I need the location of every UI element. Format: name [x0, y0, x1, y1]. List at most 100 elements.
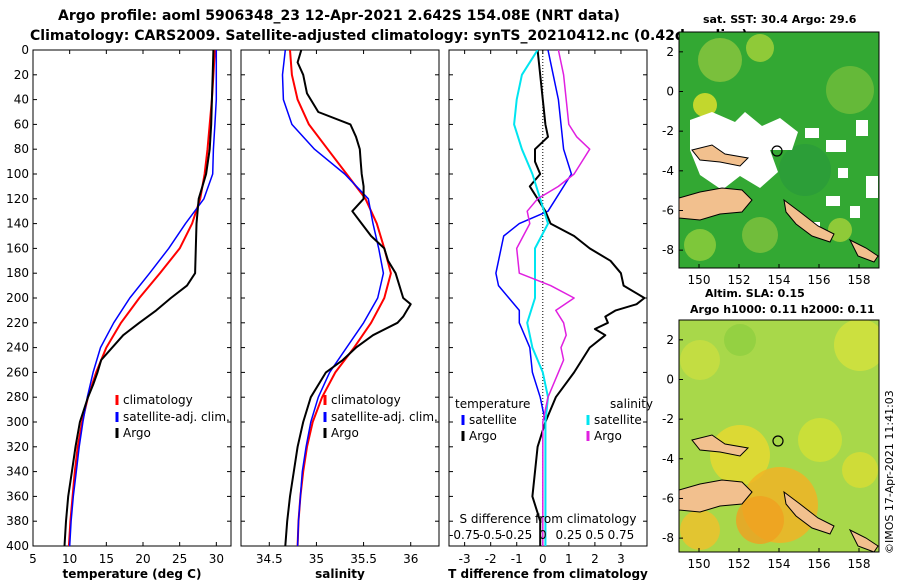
sla-landmass-island [691, 434, 750, 457]
y-tick-label: 180 [6, 266, 29, 280]
temperature-x-axis-label: temperature (deg C) [63, 567, 202, 580]
panel-salinity: 34.5 35 35.5 36 salinity climatology satellite… [240, 49, 440, 581]
map-x-tick-label: 150 [688, 273, 711, 287]
x-tick-label: 0 [539, 552, 547, 566]
series-line-argo [284, 50, 412, 546]
sla-map: Altim. SLA: 0.15 Argo h1000: 0.11 h2000:… [662, 287, 880, 571]
map-y-tick-label: -4 [662, 164, 674, 178]
y-tick-label: 140 [6, 217, 29, 231]
map-x-tick-label: 156 [808, 273, 831, 287]
y-tick-label: 260 [6, 365, 29, 379]
x-tick-label: 1 [565, 552, 573, 566]
s-difference-tick-label: 0.25 [555, 528, 582, 542]
s-difference-tick-label: -0.5 [479, 528, 502, 542]
map-x-tick-label: 152 [728, 273, 751, 287]
series-line-t-satellite [495, 50, 573, 546]
s-difference-axis-title: S difference from climatology [460, 512, 637, 526]
map-x-tick-label: 150 [688, 557, 711, 571]
map-x-tick-label: 158 [848, 557, 871, 571]
s-difference-tick-label: 0 [539, 528, 547, 542]
legend-label: climatology [331, 393, 401, 407]
map-y-tick-label: -2 [662, 412, 674, 426]
map-y-tick-label: -2 [662, 124, 674, 138]
difference-plot-area [448, 49, 648, 547]
sla-landmass-new-britain [783, 490, 835, 535]
x-tick-label: 2 [591, 552, 599, 566]
y-tick-label: 300 [6, 415, 29, 429]
x-tick-label: 35.5 [350, 552, 377, 566]
sla-landmass-new-guinea [679, 479, 753, 513]
salinity-x-axis-label: salinity [315, 567, 365, 580]
x-tick-label: 30 [209, 552, 224, 566]
map-x-tick-label: 156 [808, 557, 831, 571]
map-y-tick-label: 2 [666, 45, 674, 59]
x-tick-label: 35 [309, 552, 324, 566]
sla-map-title-1: Altim. SLA: 0.15 [705, 287, 805, 300]
y-tick-label: 0 [21, 43, 29, 57]
x-tick-label: -1 [511, 552, 523, 566]
sla-map-title-2: Argo h1000: 0.11 h2000: 0.11 [690, 303, 875, 316]
difference-series-group [495, 50, 646, 546]
s-difference-tick-label: 0.75 [608, 528, 635, 542]
x-tick-label: 15 [99, 552, 114, 566]
y-tick-label: 20 [14, 68, 29, 82]
sst-argo-location-marker [771, 145, 783, 157]
series-line-s-argo [515, 50, 591, 546]
y-tick-label: 340 [6, 465, 29, 479]
salinity-series-group [281, 50, 412, 546]
legend-label: satellite [594, 413, 642, 427]
s-difference-tick-label: -0.75 [449, 528, 480, 542]
map-x-tick-label: 158 [848, 273, 871, 287]
y-tick-label: 380 [6, 514, 29, 528]
y-tick-label: 60 [14, 117, 29, 131]
s-difference-tick-label: 0.5 [585, 528, 604, 542]
y-tick-label: 160 [6, 241, 29, 255]
sst-landmass-new-guinea [679, 187, 753, 221]
y-tick-label: 280 [6, 390, 29, 404]
legend-label: satellite-adj. clim. [123, 410, 230, 424]
y-tick-label: 320 [6, 440, 29, 454]
sst-map-title: sat. SST: 30.4 Argo: 29.6 [703, 13, 857, 26]
series-line-satellite-adj-clim- [281, 50, 385, 546]
x-tick-label: 34.5 [256, 552, 283, 566]
sst-landmass-island [691, 144, 750, 167]
imos-credit: ©IMOS 17-Apr-2021 11:41:03 [883, 390, 896, 554]
series-line-satellite-adj-clim- [68, 50, 218, 546]
map-y-tick-label: -4 [662, 452, 674, 466]
y-tick-label: 360 [6, 489, 29, 503]
map-x-tick-label: 154 [768, 273, 791, 287]
y-tick-label: 120 [6, 192, 29, 206]
legend-label: Argo [469, 429, 497, 443]
map-x-tick-label: 154 [768, 557, 791, 571]
map-y-tick-label: -6 [662, 491, 674, 505]
sst-landmass-new-britain [783, 198, 835, 243]
y-tick-label: 200 [6, 291, 29, 305]
sst-missing-data-area [690, 112, 798, 190]
legend-label: Argo [594, 429, 622, 443]
series-line-climatology [67, 50, 216, 546]
x-tick-label: 3 [617, 552, 625, 566]
title-line-2: Climatology: CARS2009. Satellite-adjuste… [30, 28, 748, 44]
x-tick-label: 36 [403, 552, 418, 566]
legend-label: satellite [469, 413, 517, 427]
map-y-tick-label: 0 [666, 372, 674, 386]
map-y-tick-label: -8 [662, 531, 674, 545]
temperature-series-group [63, 50, 218, 546]
x-tick-label: 10 [62, 552, 77, 566]
sla-argo-location-marker [772, 435, 784, 447]
temperature-plot-area [32, 49, 232, 547]
legend-label: climatology [123, 393, 193, 407]
y-tick-label: 100 [6, 167, 29, 181]
x-tick-label: 5 [29, 552, 37, 566]
s-difference-tick-label: -0.25 [501, 528, 532, 542]
panel-temperature: 0 20 40 60 80 100 120 140 160 180 200 220 240 260 280 3… [6, 43, 232, 581]
difference-x-axis-label: T difference from climatology [448, 567, 648, 580]
y-tick-label: 80 [14, 142, 29, 156]
map-y-tick-label: -6 [662, 203, 674, 217]
x-tick-label: -2 [485, 552, 497, 566]
map-x-tick-label: 152 [728, 557, 751, 571]
x-tick-label: -3 [459, 552, 471, 566]
legend-salinity-title: salinity [610, 397, 653, 411]
legend-temperature-title: temperature [455, 397, 530, 411]
